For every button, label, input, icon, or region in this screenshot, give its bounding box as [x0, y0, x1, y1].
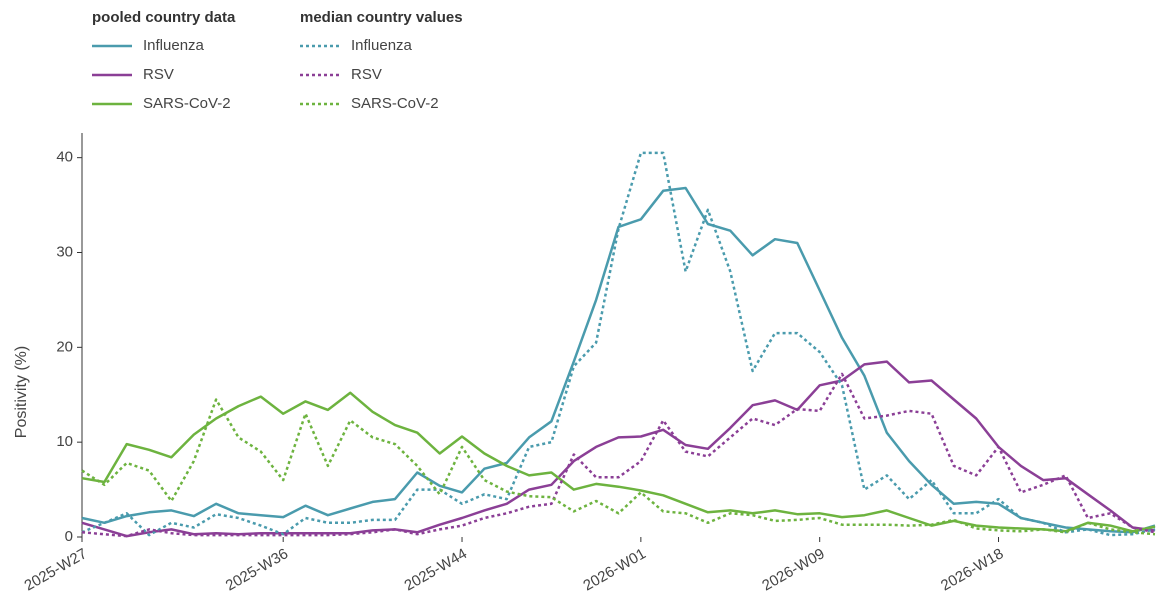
series-line	[81, 186, 1156, 534]
y-tick-label: 0	[65, 528, 73, 545]
legend-label: SARS-CoV-2	[143, 95, 231, 112]
y-tick-label: 40	[56, 149, 73, 166]
x-tick-label: 2025-W44	[402, 545, 470, 594]
series-line	[81, 372, 1156, 538]
series-line	[81, 391, 1156, 533]
x-tick-label: 2025-W27	[22, 545, 90, 594]
x-tick-label: 2025-W36	[223, 545, 291, 594]
series-line	[81, 398, 1156, 536]
y-tick-label: 10	[56, 433, 73, 450]
series-line	[81, 151, 1156, 537]
legend-label: RSV	[351, 66, 382, 83]
legend-title: median country values	[300, 9, 463, 26]
legend-label: Influenza	[351, 37, 413, 54]
x-tick-label: 2026-W09	[759, 545, 827, 594]
legend-title: pooled country data	[92, 9, 236, 26]
x-tick-label: 2026-W18	[938, 545, 1006, 594]
legend-label: Influenza	[143, 37, 205, 54]
y-tick-label: 20	[56, 338, 73, 355]
y-axis-label: Positivity (%)	[13, 346, 30, 438]
series-line	[81, 360, 1156, 538]
legend-label: RSV	[143, 66, 174, 83]
x-tick-label: 2026-W01	[580, 545, 648, 594]
y-tick-label: 30	[56, 243, 73, 260]
legend-label: SARS-CoV-2	[351, 95, 439, 112]
